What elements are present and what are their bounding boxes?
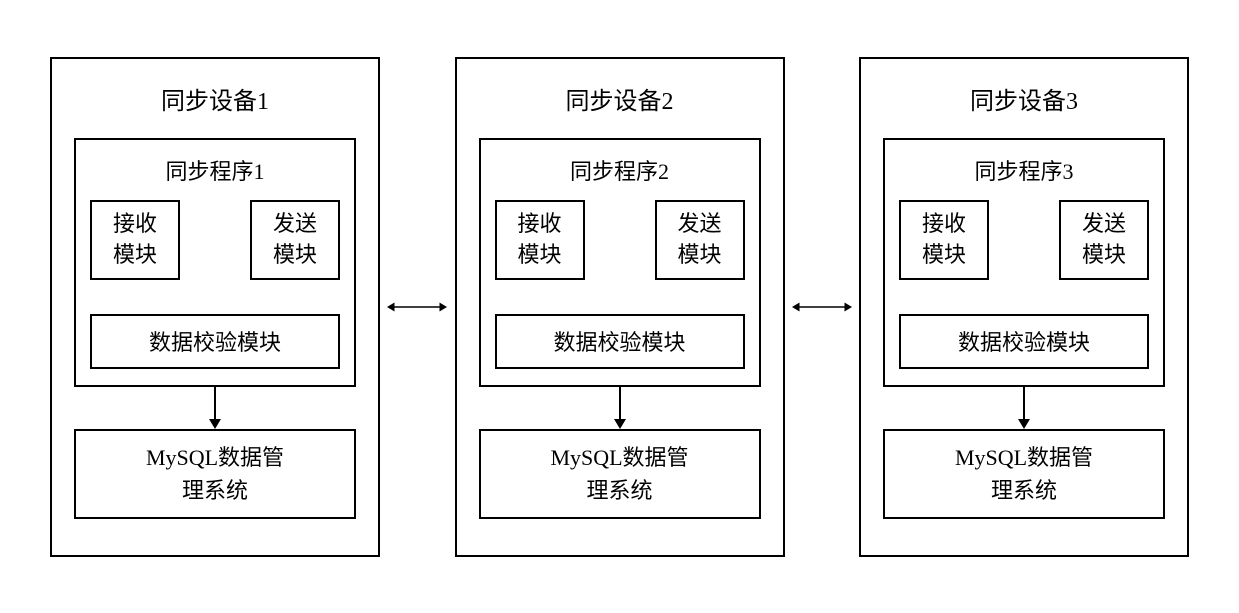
receive-module-1: 接收模块	[90, 200, 180, 280]
arrow-down-icon	[610, 387, 630, 429]
program-title-1: 同步程序1	[165, 154, 264, 186]
db-box-1: MySQL数据管理系统	[74, 429, 356, 519]
arrow-down-icon	[205, 387, 225, 429]
device-box-2: 同步设备2 同步程序2 接收模块 发送模块 数据校验模块 MySQL数据管理系统	[455, 57, 785, 557]
send-module-3: 发送模块	[1059, 200, 1149, 280]
db-box-2: MySQL数据管理系统	[479, 429, 761, 519]
receive-module-3: 接收模块	[899, 200, 989, 280]
verify-module-2: 数据校验模块	[495, 314, 745, 369]
diagram-canvas: 同步设备1 同步程序1 接收模块 发送模块 数据校验模块 MySQL数据管理系统…	[50, 50, 1189, 563]
double-arrow-icon	[387, 297, 447, 317]
modules-row-2: 接收模块 发送模块	[495, 200, 745, 280]
double-arrow-icon	[792, 297, 852, 317]
device-title-1: 同步设备1	[161, 81, 269, 116]
arrow-down-wrap-1	[74, 387, 356, 429]
connector-2-3	[792, 297, 852, 317]
send-module-2: 发送模块	[655, 200, 745, 280]
receive-module-2: 接收模块	[495, 200, 585, 280]
modules-row-1: 接收模块 发送模块	[90, 200, 340, 280]
device-box-3: 同步设备3 同步程序3 接收模块 发送模块 数据校验模块 MySQL数据管理系统	[859, 57, 1189, 557]
program-box-1: 同步程序1 接收模块 发送模块 数据校验模块	[74, 138, 356, 387]
program-title-3: 同步程序3	[974, 154, 1073, 186]
device-title-3: 同步设备3	[970, 81, 1078, 116]
arrow-down-icon	[1014, 387, 1034, 429]
db-box-3: MySQL数据管理系统	[883, 429, 1165, 519]
device-box-1: 同步设备1 同步程序1 接收模块 发送模块 数据校验模块 MySQL数据管理系统	[50, 57, 380, 557]
program-title-2: 同步程序2	[570, 154, 669, 186]
program-box-3: 同步程序3 接收模块 发送模块 数据校验模块	[883, 138, 1165, 387]
arrow-down-wrap-2	[479, 387, 761, 429]
device-title-2: 同步设备2	[566, 81, 674, 116]
verify-module-1: 数据校验模块	[90, 314, 340, 369]
send-module-1: 发送模块	[250, 200, 340, 280]
verify-module-3: 数据校验模块	[899, 314, 1149, 369]
connector-1-2	[387, 297, 447, 317]
program-box-2: 同步程序2 接收模块 发送模块 数据校验模块	[479, 138, 761, 387]
modules-row-3: 接收模块 发送模块	[899, 200, 1149, 280]
arrow-down-wrap-3	[883, 387, 1165, 429]
